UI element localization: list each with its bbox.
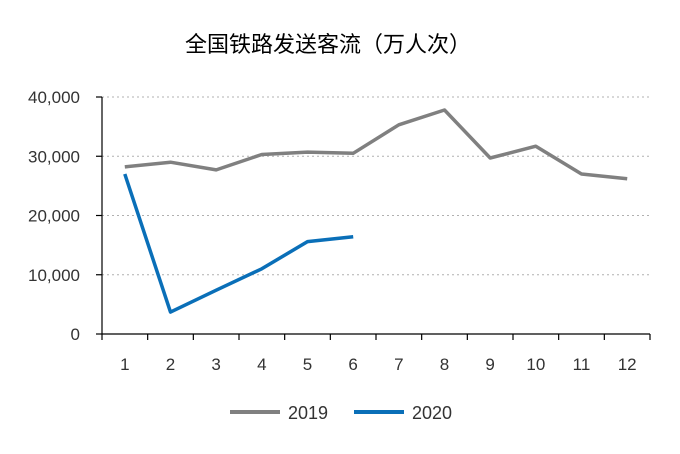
legend-label: 2019 [288,403,328,423]
x-tick-label: 7 [394,355,403,374]
chart-title: 全国铁路发送客流（万人次） [185,33,471,58]
y-tick-label: 30,000 [28,147,80,166]
x-tick-label: 4 [257,355,266,374]
x-tick-label: 9 [485,355,494,374]
x-tick-label: 2 [166,355,175,374]
legend-label: 2020 [412,403,452,423]
y-tick-label: 40,000 [28,88,80,107]
x-axis: 1 2 3 4 5 6 7 8 9 10 11 12 [101,333,651,374]
x-tick-label: 10 [526,355,545,374]
y-tick-label: 10,000 [28,266,80,285]
legend: 2019 2020 [230,403,452,423]
series-line-2020 [123,173,354,314]
x-tick-label: 5 [303,355,312,374]
y-tick-label: 0 [71,325,80,344]
x-tick-label: 1 [120,355,129,374]
gridlines [102,96,650,276]
y-axis: 0 10,000 20,000 30,000 40,000 [28,88,103,344]
series-line-2019 [124,108,628,181]
x-tick-label: 11 [573,355,591,374]
x-tick-label: 8 [440,355,449,374]
y-tick-label: 20,000 [28,207,80,226]
series-lines [123,108,628,314]
x-tick-label: 6 [348,355,357,374]
x-tick-label: 12 [618,355,637,374]
x-tick-label: 3 [211,355,220,374]
